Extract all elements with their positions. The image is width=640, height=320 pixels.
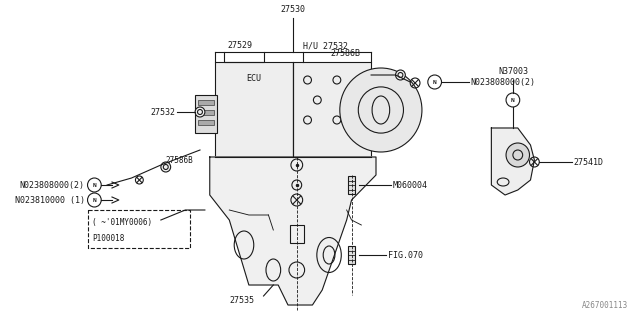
Text: N023810000 (1): N023810000 (1)	[15, 196, 84, 204]
Text: N37003: N37003	[498, 67, 528, 76]
Text: ECU: ECU	[246, 74, 261, 83]
Bar	[293, 62, 371, 157]
Text: N: N	[93, 197, 96, 203]
Circle shape	[195, 107, 205, 117]
Text: 27532: 27532	[150, 108, 175, 116]
Text: 27529: 27529	[227, 41, 252, 50]
Text: N: N	[433, 79, 436, 84]
Polygon shape	[210, 157, 376, 305]
Bar	[348, 246, 355, 264]
Text: A267001113: A267001113	[582, 301, 628, 310]
Circle shape	[428, 75, 442, 89]
Bar	[290, 225, 303, 243]
Text: 27586B: 27586B	[166, 156, 193, 165]
Bar	[348, 176, 355, 194]
Text: M060004: M060004	[392, 180, 428, 189]
Circle shape	[340, 68, 422, 152]
Circle shape	[506, 93, 520, 107]
Circle shape	[88, 193, 101, 207]
Text: 27530: 27530	[280, 5, 305, 14]
Bar	[195, 95, 216, 133]
Circle shape	[161, 162, 171, 172]
Text: N023808000(2): N023808000(2)	[471, 77, 536, 86]
Bar	[198, 110, 214, 115]
Circle shape	[506, 143, 529, 167]
Text: 27541D: 27541D	[573, 157, 604, 166]
Bar	[198, 100, 214, 105]
Text: N023808000(2): N023808000(2)	[20, 180, 84, 189]
Text: N: N	[511, 98, 515, 102]
Polygon shape	[492, 128, 534, 195]
Text: H/U 27532: H/U 27532	[303, 41, 348, 50]
Text: N: N	[93, 182, 96, 188]
Text: ( ~'01MY0006): ( ~'01MY0006)	[92, 218, 152, 227]
Text: FIG.070: FIG.070	[388, 251, 423, 260]
Text: 27586B: 27586B	[330, 49, 360, 58]
Text: P100018: P100018	[92, 234, 125, 243]
Circle shape	[88, 178, 101, 192]
Circle shape	[396, 70, 405, 80]
Bar	[214, 62, 293, 157]
Text: 27535: 27535	[229, 296, 254, 305]
Bar	[198, 120, 214, 125]
Bar	[88, 210, 190, 248]
